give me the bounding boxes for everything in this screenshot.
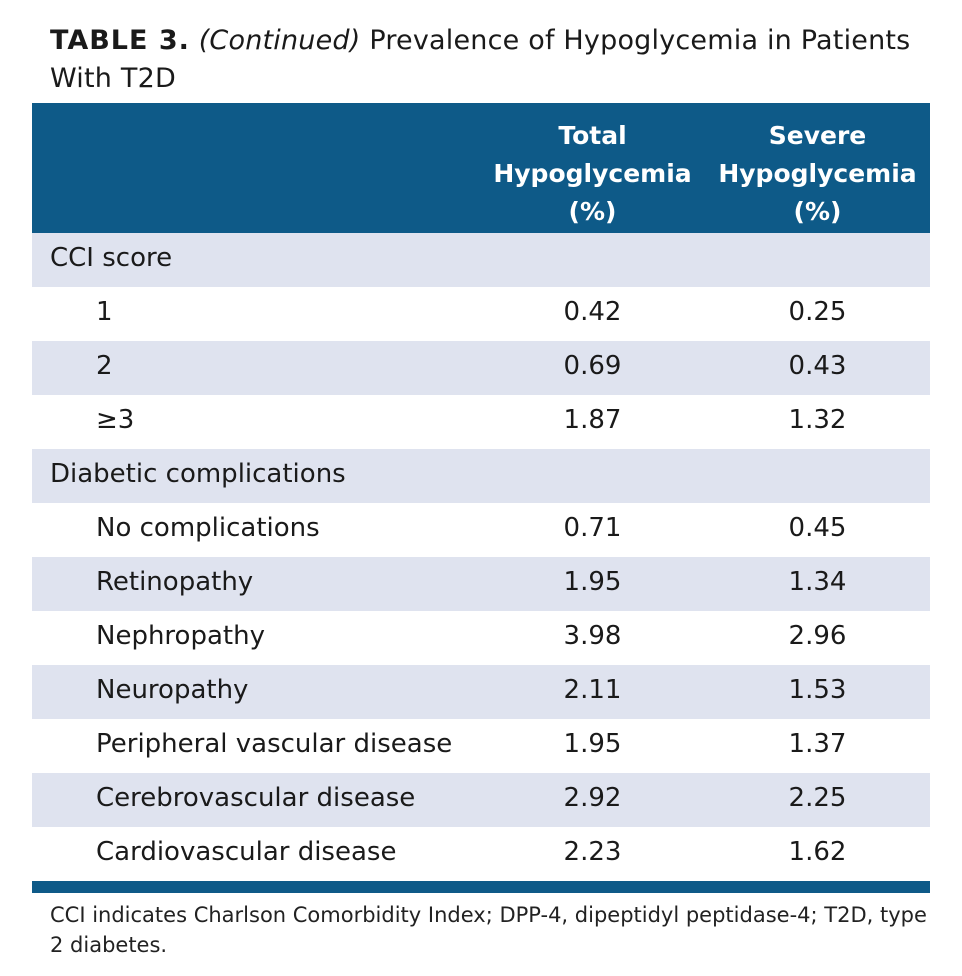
severe-value: 2.25 bbox=[788, 783, 847, 813]
row-label: Cerebrovascular disease bbox=[96, 783, 416, 813]
section-row-complications: Diabetic complications bbox=[32, 449, 930, 503]
total-value: 2.92 bbox=[563, 783, 622, 813]
row-label: No complications bbox=[96, 513, 320, 543]
data-table: Total Hypoglycemia (%) Severe Hypoglycem… bbox=[32, 103, 930, 893]
table-number: TABLE 3. bbox=[50, 25, 190, 56]
table-caption: Prevalence of Hypoglycemia in Patients W… bbox=[50, 25, 911, 94]
severe-value: 0.25 bbox=[788, 297, 847, 327]
table-row: ≥3 1.87 1.32 bbox=[32, 395, 930, 449]
section-label: Diabetic complications bbox=[50, 459, 346, 489]
total-value: 2.23 bbox=[563, 837, 622, 867]
severe-value: 1.32 bbox=[788, 405, 847, 435]
row-label: 2 bbox=[96, 351, 113, 381]
severe-value: 0.45 bbox=[788, 513, 847, 543]
row-label: Peripheral vascular disease bbox=[96, 729, 453, 759]
table-row: 2 0.69 0.43 bbox=[32, 341, 930, 395]
table-row: 1 0.42 0.25 bbox=[32, 287, 930, 341]
severe-value: 1.34 bbox=[788, 567, 847, 597]
total-value: 0.69 bbox=[563, 351, 622, 381]
row-label: Neuropathy bbox=[96, 675, 249, 705]
row-label: ≥3 bbox=[96, 405, 135, 435]
severe-value: 1.53 bbox=[788, 675, 847, 705]
continued-note: (Continued) bbox=[198, 25, 361, 56]
table-bottom-rule bbox=[32, 881, 930, 893]
total-value: 0.42 bbox=[563, 297, 622, 327]
row-label: Cardiovascular disease bbox=[96, 837, 397, 867]
total-value: 1.95 bbox=[563, 729, 622, 759]
table-row: Cerebrovascular disease 2.92 2.25 bbox=[32, 773, 930, 827]
table-row: Peripheral vascular disease 1.95 1.37 bbox=[32, 719, 930, 773]
row-label: Retinopathy bbox=[96, 567, 254, 597]
row-label: 1 bbox=[96, 297, 113, 327]
section-label: CCI score bbox=[50, 243, 173, 273]
table-row: Nephropathy 3.98 2.96 bbox=[32, 611, 930, 665]
section-row-cci: CCI score bbox=[32, 233, 930, 287]
header-total-hypoglycemia: Total Hypoglycemia (%) bbox=[493, 121, 692, 226]
severe-value: 0.43 bbox=[788, 351, 847, 381]
row-label: Nephropathy bbox=[96, 621, 265, 651]
table-title: TABLE 3. (Continued) Prevalence of Hypog… bbox=[50, 22, 930, 98]
table-header: Total Hypoglycemia (%) Severe Hypoglycem… bbox=[32, 103, 930, 233]
total-value: 0.71 bbox=[563, 513, 622, 543]
severe-value: 2.96 bbox=[788, 621, 847, 651]
table-footnote: CCI indicates Charlson Comorbidity Index… bbox=[50, 903, 927, 957]
total-value: 1.95 bbox=[563, 567, 622, 597]
header-severe-hypoglycemia: Severe Hypoglycemia (%) bbox=[718, 121, 917, 226]
total-value: 2.11 bbox=[563, 675, 622, 705]
severe-value: 1.37 bbox=[788, 729, 847, 759]
table-row: No complications 0.71 0.45 bbox=[32, 503, 930, 557]
table-row: Neuropathy 2.11 1.53 bbox=[32, 665, 930, 719]
severe-value: 1.62 bbox=[788, 837, 847, 867]
table-row: Cardiovascular disease 2.23 1.62 bbox=[32, 827, 930, 881]
total-value: 3.98 bbox=[563, 621, 622, 651]
total-value: 1.87 bbox=[563, 405, 622, 435]
table-row: Retinopathy 1.95 1.34 bbox=[32, 557, 930, 611]
